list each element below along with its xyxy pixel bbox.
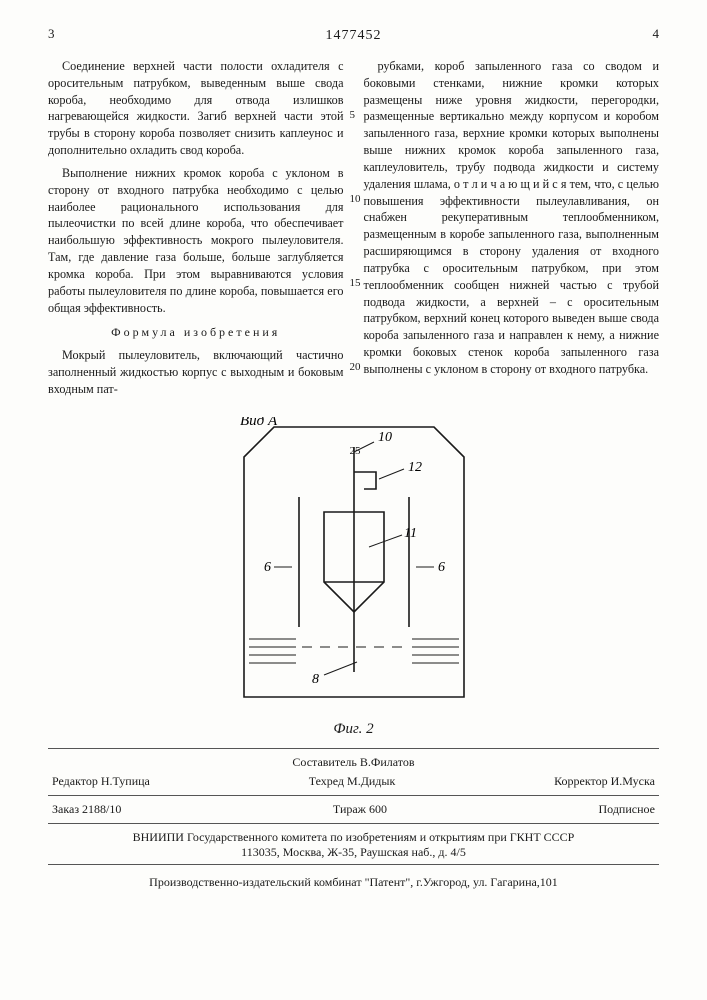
order-number: Заказ 2188/10 bbox=[52, 802, 121, 817]
tirazh: Тираж 600 bbox=[333, 802, 387, 817]
figure-2-svg: 6 6 8 10 12 11 Вид А bbox=[204, 417, 504, 717]
rule-1 bbox=[48, 748, 659, 749]
sign: Подписное bbox=[599, 802, 656, 817]
right-column: 5 10 15 20 25 рубками, короб запыленного… bbox=[364, 58, 660, 403]
figure-caption: Фиг. 2 bbox=[48, 721, 659, 738]
formula-heading: Формула изобретения bbox=[48, 324, 344, 341]
editor: Редактор Н.Тупица bbox=[52, 774, 150, 789]
rule-2 bbox=[48, 795, 659, 796]
compiler: Составитель В.Филатов bbox=[292, 755, 414, 770]
corrector: Корректор И.Муска bbox=[554, 774, 655, 789]
fig-label-11: 11 bbox=[404, 526, 417, 541]
footer-line-2: 113035, Москва, Ж-35, Раушская наб., д. … bbox=[48, 845, 659, 860]
fig-view-label: Вид А bbox=[240, 417, 278, 429]
fig-label-6a: 6 bbox=[264, 560, 271, 575]
document-number: 1477452 bbox=[48, 28, 659, 44]
right-para-1: рубками, короб запыленного газа со сводо… bbox=[364, 58, 660, 378]
credits-row-2: Редактор Н.Тупица Техред М.Дидык Коррект… bbox=[48, 772, 659, 791]
patent-page: 3 4 1477452 Соединение верхней части пол… bbox=[0, 0, 707, 1000]
claim-start: Мокрый пылеуловитель, включающий частичн… bbox=[48, 347, 344, 397]
rule-4 bbox=[48, 864, 659, 865]
line-marker-25: 25 bbox=[350, 444, 361, 459]
footer-line-1: ВНИИПИ Государственного комитета по изоб… bbox=[48, 830, 659, 845]
line-marker-5: 5 bbox=[350, 108, 356, 123]
credits-row-1: Составитель В.Филатов bbox=[48, 753, 659, 772]
fig-label-10: 10 bbox=[378, 430, 392, 445]
text-columns: Соединение верхней части полости охладит… bbox=[48, 58, 659, 403]
footer-printer: Производственно-издательский комбинат "П… bbox=[48, 875, 659, 890]
publication-row: Заказ 2188/10 Тираж 600 Подписное bbox=[48, 800, 659, 819]
page-number-right: 4 bbox=[653, 26, 660, 42]
footer-org: ВНИИПИ Государственного комитета по изоб… bbox=[48, 830, 659, 860]
fig-label-8: 8 bbox=[312, 672, 319, 687]
left-para-1: Соединение верхней части полости охладит… bbox=[48, 58, 344, 159]
line-marker-20: 20 bbox=[350, 360, 361, 375]
rule-3 bbox=[48, 823, 659, 824]
techred: Техред М.Дидык bbox=[309, 774, 396, 789]
left-column: Соединение верхней части полости охладит… bbox=[48, 58, 344, 403]
page-number-left: 3 bbox=[48, 26, 55, 42]
left-para-2: Выполнение нижних кромок короба с уклоно… bbox=[48, 165, 344, 316]
fig-label-12: 12 bbox=[408, 460, 422, 475]
fig-label-6b: 6 bbox=[438, 560, 445, 575]
line-marker-15: 15 bbox=[350, 276, 361, 291]
line-marker-10: 10 bbox=[350, 192, 361, 207]
